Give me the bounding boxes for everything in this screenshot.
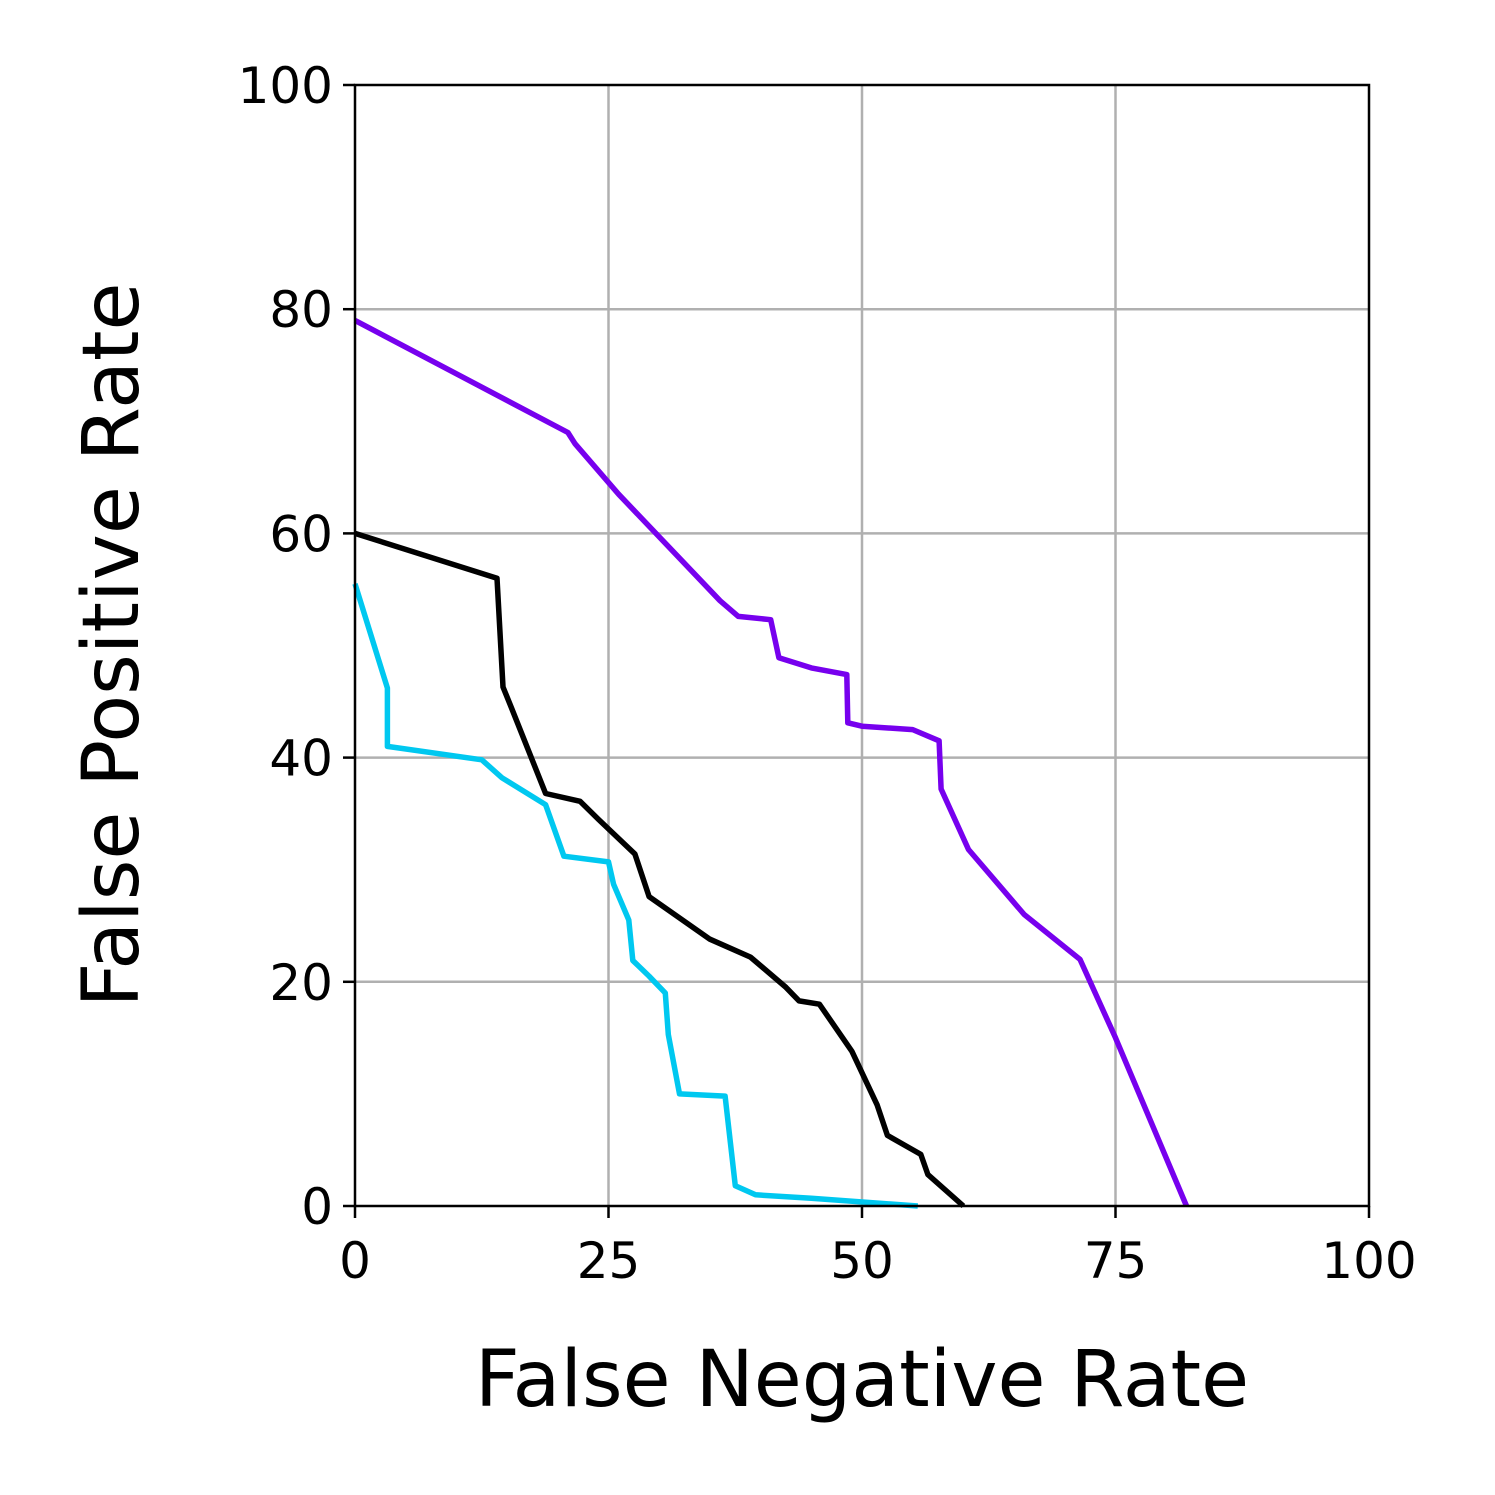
x-tick-label: 0 [339, 1232, 371, 1290]
series-line-3 [352, 582, 919, 1209]
x-tick-label: 25 [577, 1232, 641, 1290]
x-axis-title: False Negative Rate [475, 1335, 1249, 1425]
y-tick-label: 80 [269, 281, 333, 339]
series-line-1 [353, 317, 1190, 1208]
x-tick-label: 50 [830, 1232, 894, 1290]
y-tick-label: 40 [269, 730, 333, 788]
y-axis-title: False Positive Rate [67, 283, 157, 1008]
grid-lines [355, 85, 1369, 1206]
y-tick-label: 20 [269, 954, 333, 1012]
x-tick-label: 75 [1084, 1232, 1148, 1290]
y-tick-label: 100 [238, 57, 333, 115]
y-tick-label: 0 [301, 1178, 333, 1236]
series-lines [352, 317, 1190, 1209]
x-tick-label: 100 [1321, 1232, 1416, 1290]
y-tick-label: 60 [269, 505, 333, 563]
axis-ticks: 0 25 50 75 100 0 20 40 60 80 100 [238, 57, 1417, 1290]
series-line-2 [354, 530, 966, 1209]
